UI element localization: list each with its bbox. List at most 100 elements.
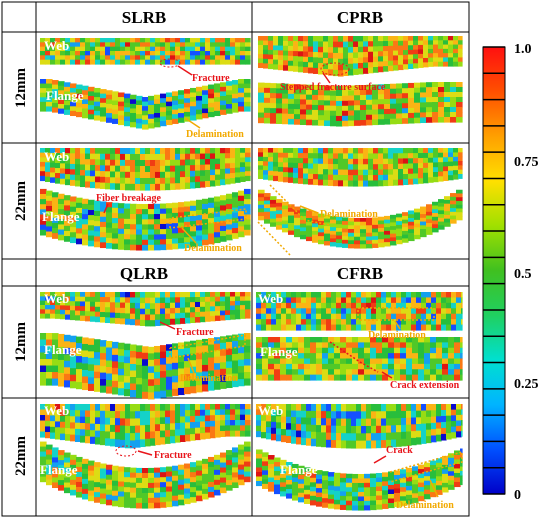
contour-cell	[235, 162, 241, 169]
contour-cell	[292, 468, 299, 474]
contour-cell	[411, 324, 417, 331]
contour-cell	[416, 417, 422, 425]
contour-cell	[300, 223, 307, 228]
contour-cell	[442, 358, 449, 365]
contour-cell	[112, 387, 119, 395]
contour-cell	[346, 491, 353, 497]
contour-cell	[322, 353, 329, 360]
colorbar-tick-label: 0	[514, 488, 521, 503]
contour-cell	[370, 500, 377, 506]
contour-cell	[306, 438, 312, 446]
contour-cell	[261, 292, 267, 299]
contour-cell	[244, 209, 251, 216]
contour-cell	[328, 363, 335, 370]
contour-cell	[150, 424, 156, 433]
contour-cell	[426, 324, 432, 331]
contour-cell	[200, 292, 206, 298]
contour-cell	[238, 353, 245, 361]
contour-cell	[232, 207, 239, 214]
contour-cell	[202, 377, 209, 386]
contour-cell	[100, 159, 106, 166]
contour-cell	[371, 440, 377, 449]
contour-cell	[298, 353, 305, 360]
contour-cell	[125, 38, 131, 43]
contour-cell	[76, 111, 83, 118]
contour-cell	[394, 492, 401, 499]
contour-cell	[348, 240, 355, 245]
contour-cell	[343, 175, 349, 182]
contour-cell	[444, 82, 451, 88]
contour-cell	[264, 204, 271, 209]
contour-cell	[245, 414, 251, 421]
contour-cell	[354, 221, 361, 227]
contour-cell	[124, 107, 131, 113]
contour-cell	[125, 51, 131, 56]
contour-cell	[202, 473, 209, 480]
contour-cell	[426, 436, 432, 444]
contour-cell	[438, 217, 445, 223]
contour-cell	[215, 174, 221, 181]
contour-cell	[352, 487, 359, 493]
contour-cell	[433, 44, 439, 50]
contour-cell	[120, 297, 126, 304]
contour-cell	[276, 434, 282, 442]
contour-cell	[45, 432, 51, 439]
contour-cell	[148, 229, 155, 236]
contour-cell	[328, 148, 334, 154]
contour-cell	[195, 312, 201, 318]
contour-cell	[140, 165, 146, 173]
contour-cell	[391, 292, 397, 299]
contour-cell	[416, 430, 422, 438]
contour-cell	[124, 382, 131, 390]
contour-cell	[60, 314, 66, 320]
contour-cell	[175, 318, 181, 325]
contour-cell	[90, 430, 96, 438]
contour-cell	[310, 495, 317, 501]
contour-cell	[64, 354, 71, 362]
contour-cell	[150, 183, 156, 191]
contour-cell	[130, 244, 137, 251]
contour-cell	[316, 347, 323, 354]
contour-cell	[205, 59, 211, 65]
contour-cell	[286, 313, 292, 320]
contour-cell	[106, 373, 113, 381]
contour-cell	[172, 362, 179, 370]
contour-cell	[58, 234, 65, 241]
contour-cell	[145, 51, 151, 56]
contour-cell	[390, 222, 397, 227]
contour-cell	[95, 311, 101, 318]
contour-cell	[145, 59, 151, 65]
contour-cell	[70, 305, 76, 311]
contour-cell	[214, 211, 221, 218]
contour-cell	[170, 153, 176, 161]
contour-cell	[60, 168, 66, 175]
contour-cell	[175, 38, 181, 43]
contour-cell	[70, 381, 77, 389]
contour-cell	[154, 384, 161, 393]
contour-cell	[438, 214, 445, 219]
contour-cell	[124, 482, 131, 488]
contour-cell	[280, 374, 287, 381]
contour-cell	[170, 42, 176, 48]
contour-cell	[456, 197, 463, 202]
contour-cell	[166, 110, 173, 116]
contour-cell	[456, 215, 463, 221]
contour-cell	[298, 61, 304, 68]
contour-cell	[90, 46, 96, 52]
contour-cell	[205, 311, 211, 317]
contour-cell	[270, 211, 277, 216]
contour-cell	[348, 236, 355, 241]
contour-cell	[323, 179, 329, 186]
contour-cell	[343, 64, 349, 71]
contour-cell	[130, 99, 137, 105]
contour-cell	[326, 313, 332, 320]
contour-cell	[450, 208, 457, 213]
contour-cell	[85, 423, 91, 431]
contour-cell	[306, 297, 312, 304]
contour-cell	[442, 337, 449, 343]
contour-cell	[456, 112, 463, 118]
contour-cell	[220, 375, 227, 383]
contour-cell	[301, 302, 307, 309]
contour-cell	[358, 57, 364, 64]
contour-cell	[421, 308, 427, 315]
